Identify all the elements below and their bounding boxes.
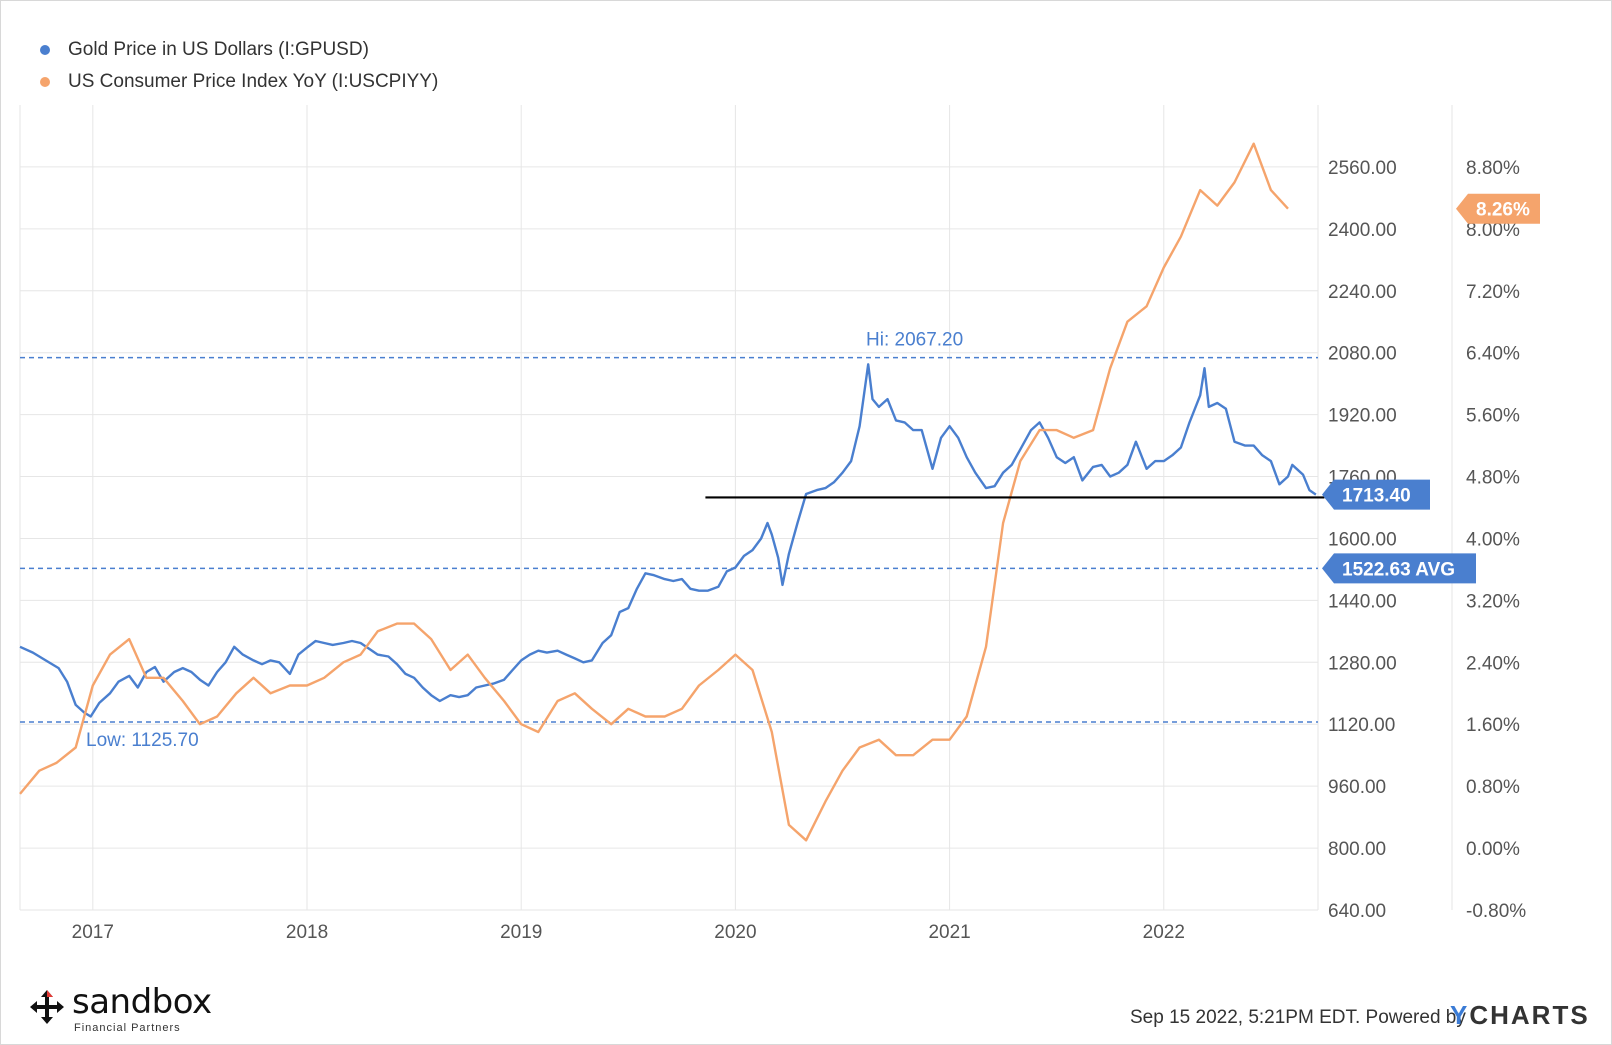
x-tick-label: 2017 — [72, 922, 114, 943]
y-right-tick-label: 8.80% — [1466, 158, 1520, 179]
y-left-tick-label: 1600.00 — [1328, 529, 1397, 550]
y-right-tick-label: 8.00% — [1466, 220, 1520, 241]
y-right-tick-label: 7.20% — [1466, 282, 1520, 303]
move-arrows-icon — [30, 990, 64, 1024]
y-right-tick-label: 4.80% — [1466, 468, 1520, 489]
legend-dot-cpi — [40, 77, 50, 87]
y-left-tick-label: 1440.00 — [1328, 591, 1397, 612]
sandbox-logo: sandbox Financial Partners — [28, 982, 218, 1034]
x-tick-label: 2019 — [500, 922, 542, 943]
y-left-tick-label: 2560.00 — [1328, 158, 1397, 179]
last-value-cpi-badge-shape — [1456, 193, 1540, 224]
y-right-tick-label: -0.80% — [1466, 901, 1526, 922]
x-tick-label: 2022 — [1143, 922, 1185, 943]
grid-layer — [19, 105, 1453, 911]
y-left-tick-label: 2240.00 — [1328, 282, 1397, 303]
legend-label-gold: Gold Price in US Dollars (I:GPUSD) — [68, 39, 369, 60]
footer-timestamp: Sep 15 2022, 5:21PM EDT. Powered by — [1130, 1007, 1466, 1028]
last-value-gold-badge-label: 1713.40 — [1342, 486, 1411, 507]
series-line-cpi — [19, 142, 1289, 842]
y-left-tick-label: 800.00 — [1328, 839, 1386, 860]
y-left-tick-label: 2400.00 — [1328, 220, 1397, 241]
legend-label-cpi: US Consumer Price Index YoY (I:USCPIYY) — [68, 71, 439, 92]
y-right-tick-label: 5.60% — [1466, 406, 1520, 427]
avg-badge-shape — [1322, 553, 1476, 584]
hi-label: Hi: 2067.20 — [866, 330, 963, 351]
axis-labels-layer: 2560.002400.002240.002080.001920.001760.… — [72, 158, 1527, 943]
ycharts-brand-y: Y — [1450, 1000, 1470, 1030]
y-left-tick-label: 1280.00 — [1328, 653, 1397, 674]
y-right-tick-label: 2.40% — [1466, 653, 1520, 674]
y-left-tick-label: 1120.00 — [1328, 715, 1395, 736]
legend-dot-gold — [40, 45, 50, 55]
badges-layer: 1713.40 1522.63 AVG 8.26% — [1322, 193, 1540, 584]
ycharts-brand-rest: CHARTS — [1469, 1000, 1590, 1030]
last-value-cpi-badge-label: 8.26% — [1476, 200, 1530, 221]
legend-item-gold[interactable]: Gold Price in US Dollars (I:GPUSD) — [40, 34, 438, 66]
y-left-tick-label: 1920.00 — [1328, 406, 1397, 427]
y-right-tick-label: 0.00% — [1466, 839, 1520, 860]
y-right-tick-label: 0.80% — [1466, 777, 1520, 798]
series-line-gold — [19, 363, 1317, 718]
low-label: Low: 1125.70 — [86, 730, 199, 751]
x-tick-label: 2020 — [714, 922, 756, 943]
x-tick-label: 2018 — [286, 922, 328, 943]
y-right-tick-label: 6.40% — [1466, 344, 1520, 365]
logo-subtitle: Financial Partners — [74, 1022, 181, 1034]
reference-lines-layer — [20, 356, 1318, 723]
y-right-tick-label: 4.00% — [1466, 529, 1520, 550]
y-right-tick-label: 1.60% — [1466, 715, 1520, 736]
y-right-tick-label: 3.20% — [1466, 591, 1520, 612]
legend-item-cpi[interactable]: US Consumer Price Index YoY (I:USCPIYY) — [40, 66, 438, 98]
last-value-gold-badge-shape — [1322, 479, 1430, 510]
y-left-tick-label: 960.00 — [1328, 777, 1386, 798]
ycharts-brand[interactable]: YCHARTS — [1450, 1000, 1590, 1031]
y-left-tick-label: 640.00 — [1328, 901, 1386, 922]
avg-badge-label: 1522.63 AVG — [1342, 559, 1455, 580]
legend: Gold Price in US Dollars (I:GPUSD) US Co… — [40, 34, 438, 98]
y-left-tick-label: 2080.00 — [1328, 344, 1397, 365]
logo-wordmark: sandbox — [72, 982, 212, 1022]
x-tick-label: 2021 — [928, 922, 970, 943]
series-layer — [19, 142, 1325, 842]
